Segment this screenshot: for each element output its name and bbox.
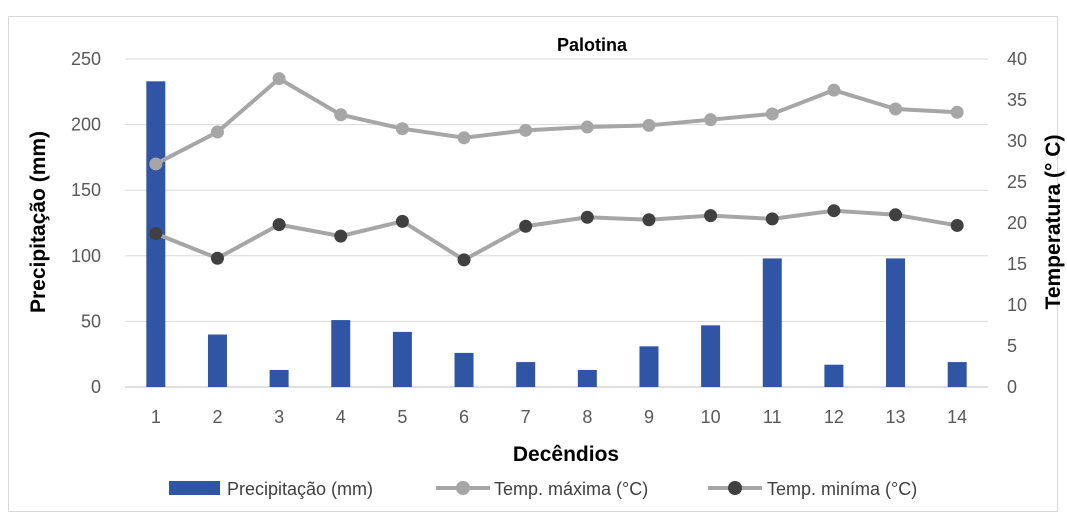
- y-tick-label: 0: [91, 377, 101, 397]
- line-series: [149, 72, 964, 267]
- x-tick-label: 11: [763, 407, 782, 427]
- temp-max-point: [950, 105, 964, 119]
- y2-tick-label: 30: [1007, 131, 1027, 151]
- bar: [454, 352, 474, 387]
- y-tick-label: 100: [71, 246, 101, 266]
- x-tick-label: 12: [824, 407, 844, 427]
- y-tick-label: 50: [81, 311, 101, 331]
- temp-max-point: [642, 118, 656, 132]
- temp-min-line: [155, 208, 958, 262]
- temp-max-point: [580, 120, 594, 134]
- y2-tick-label: 5: [1007, 336, 1017, 356]
- legend-marker-min: [728, 481, 742, 495]
- temp-max-point: [149, 157, 163, 171]
- y-tick-label: 200: [71, 115, 101, 135]
- bar: [886, 258, 906, 387]
- bar: [207, 334, 227, 387]
- legend: Precipitação (mm) Temp. máxima (°C) Temp…: [169, 479, 917, 499]
- x-tick-label: 1: [151, 407, 161, 427]
- legend-label-max: Temp. máxima (°C): [494, 479, 648, 499]
- legend-marker-max: [456, 481, 470, 495]
- temp-min-point: [950, 218, 964, 232]
- temp-max-point: [334, 108, 348, 122]
- x-tick-label: 9: [644, 407, 654, 427]
- bar-series: [146, 81, 967, 387]
- temp-max-point: [827, 83, 841, 97]
- temp-min-point: [149, 227, 163, 241]
- x-tick-label: 13: [886, 407, 906, 427]
- bar: [269, 369, 289, 387]
- y2-tick-label: 35: [1007, 90, 1027, 110]
- bar: [392, 331, 412, 387]
- temp-min-point: [704, 209, 718, 223]
- bar: [762, 258, 782, 387]
- x-tick-label: 2: [212, 407, 222, 427]
- legend-label-precipitation: Precipitação (mm): [227, 479, 373, 499]
- gridlines: [125, 58, 988, 388]
- bar: [824, 364, 844, 387]
- y-tick-label: 250: [71, 49, 101, 69]
- temp-min-point: [827, 204, 841, 218]
- bar: [516, 362, 536, 387]
- temp-min-point: [889, 208, 903, 222]
- temp-max-point: [519, 123, 533, 137]
- y2-tick-label: 20: [1007, 213, 1027, 233]
- temp-max-point: [704, 113, 718, 127]
- bar: [331, 320, 351, 387]
- temp-min-point: [580, 210, 594, 224]
- temp-min-point: [272, 218, 286, 232]
- legend-label-min: Temp. miníma (°C): [767, 479, 917, 499]
- y2-tick-label: 40: [1007, 49, 1027, 69]
- x-axis-title: Decêndios: [513, 443, 619, 466]
- temp-min-point: [395, 214, 409, 228]
- bar: [701, 325, 721, 387]
- x-tick-label: 8: [582, 407, 592, 427]
- temp-max-line: [154, 76, 958, 166]
- bar: [947, 362, 967, 387]
- x-tick-label: 10: [701, 407, 721, 427]
- x-tick-label: 14: [947, 407, 967, 427]
- temp-max-point: [457, 131, 471, 145]
- temp-max-point: [210, 125, 224, 139]
- temp-min-point: [519, 219, 533, 233]
- temp-max-point: [765, 107, 779, 121]
- y2-tick-label: 15: [1007, 254, 1027, 274]
- chart-title: Palotina: [557, 35, 628, 55]
- legend-swatch-precipitation: [169, 481, 220, 495]
- x-tick-label: 5: [397, 407, 407, 427]
- y2-tick-label: 10: [1007, 295, 1027, 315]
- y2-axis-title: Temperatura (° C): [1042, 135, 1065, 310]
- chart-frame: [8, 16, 1058, 512]
- bar: [639, 346, 659, 387]
- bar: [577, 369, 597, 387]
- y-tick-label: 150: [71, 180, 101, 200]
- temp-max-point: [889, 102, 903, 116]
- x-tick-label: 6: [459, 407, 469, 427]
- temp-max-point: [395, 122, 409, 136]
- temp-max-point: [272, 72, 286, 86]
- x-tick-label: 7: [521, 407, 531, 427]
- x-tick-label: 3: [274, 407, 284, 427]
- y2-tick-label: 0: [1007, 377, 1017, 397]
- y2-tick-label: 25: [1007, 172, 1027, 192]
- x-tick-label: 4: [336, 407, 346, 427]
- temp-min-point: [334, 229, 348, 243]
- temp-min-point: [765, 212, 779, 226]
- temp-min-point: [642, 213, 656, 227]
- temp-min-point: [457, 253, 471, 267]
- y-axis-title: Precipitação (mm): [27, 131, 50, 313]
- temp-min-point: [210, 251, 224, 265]
